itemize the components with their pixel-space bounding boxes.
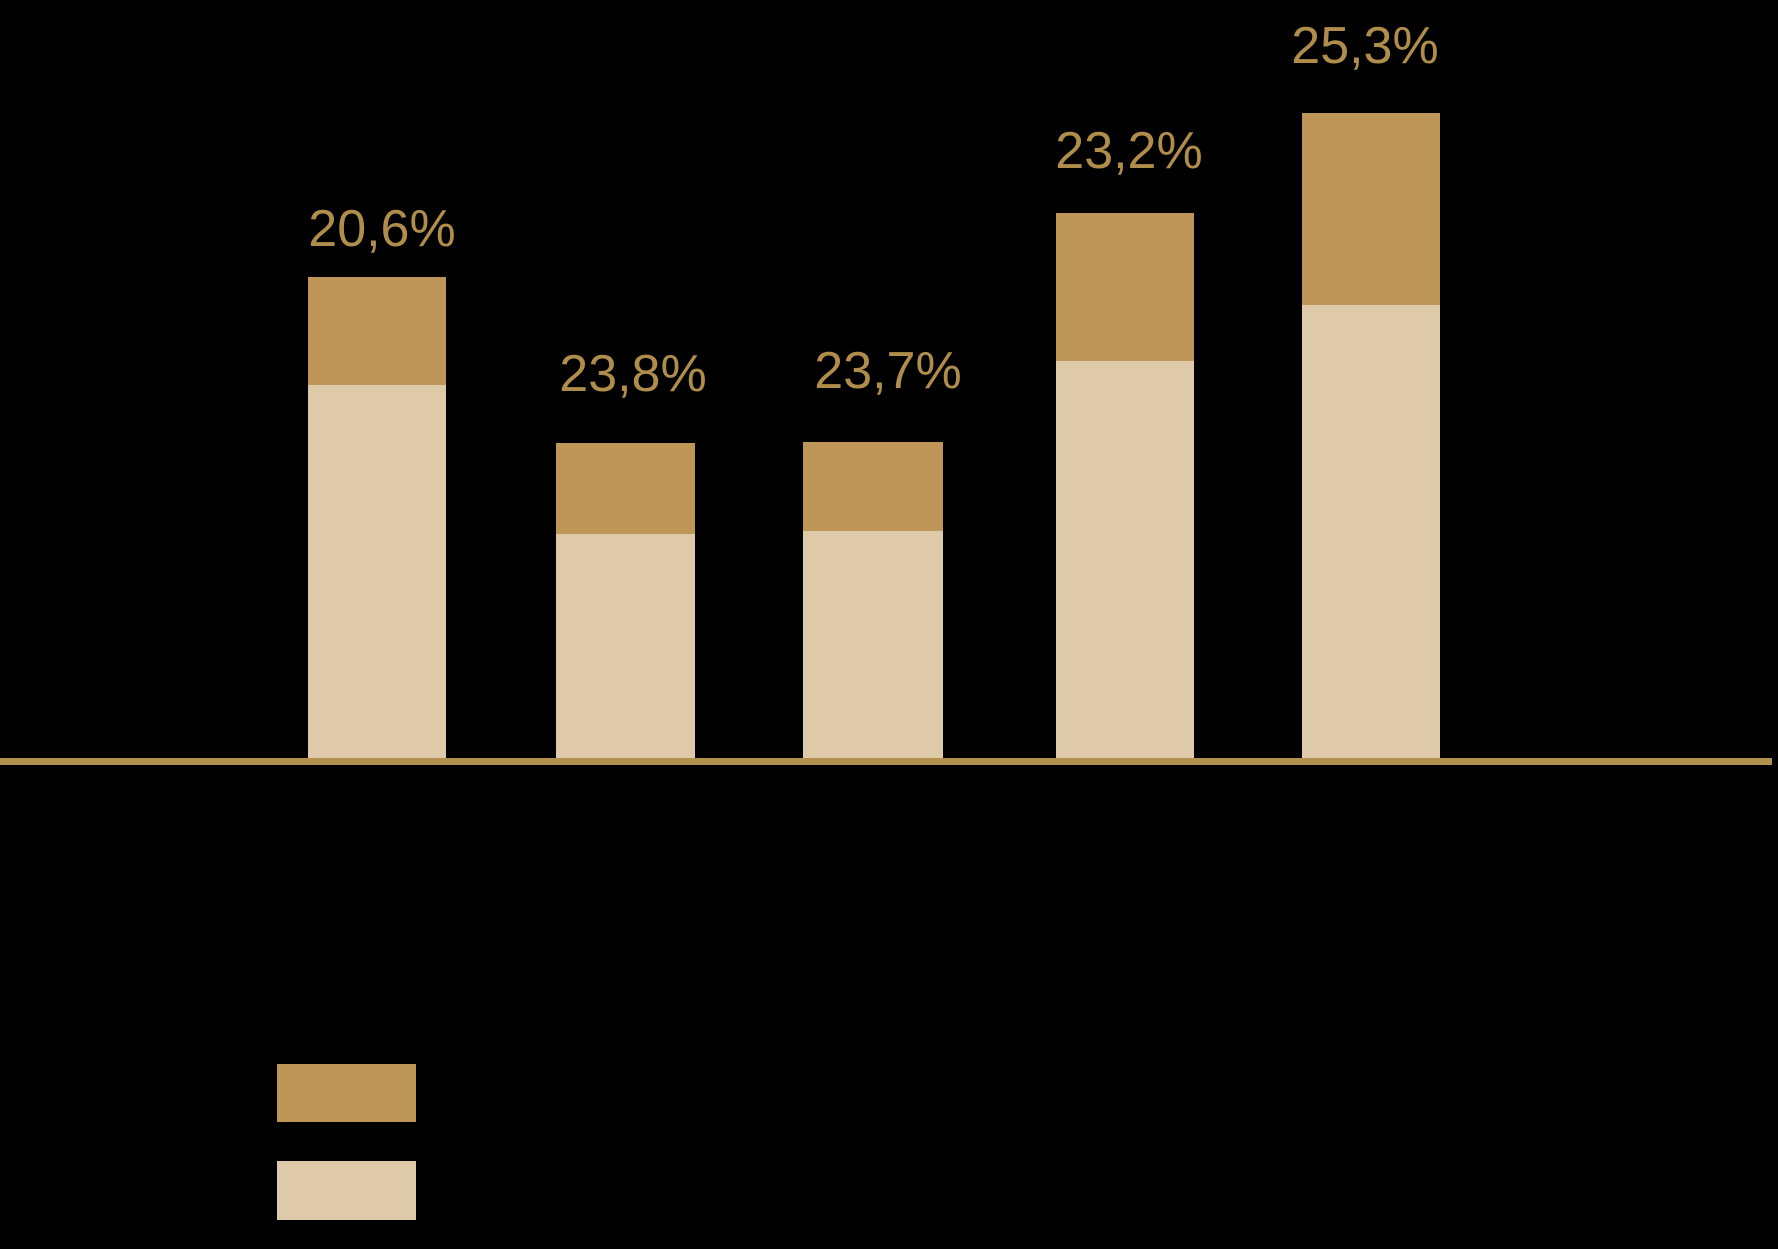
bar-bottom-segment bbox=[1056, 361, 1194, 758]
bar bbox=[308, 277, 446, 758]
bar-top-segment bbox=[803, 442, 943, 531]
bar-bottom-segment bbox=[556, 534, 695, 758]
bar-value-label: 25,3% bbox=[1291, 17, 1439, 75]
bar-bottom-segment bbox=[803, 531, 943, 758]
bar bbox=[803, 442, 943, 758]
x-axis-line bbox=[0, 758, 1772, 765]
legend-swatch-top-segment bbox=[277, 1064, 416, 1122]
bar bbox=[1302, 113, 1440, 758]
bar bbox=[556, 443, 695, 758]
bar-value-label: 20,6% bbox=[308, 200, 456, 258]
bar-value-label: 23,2% bbox=[1055, 122, 1203, 180]
bar-bottom-segment bbox=[308, 385, 446, 758]
bar-top-segment bbox=[556, 443, 695, 534]
legend-swatch-bottom-segment bbox=[277, 1161, 416, 1220]
bar-value-label: 23,8% bbox=[559, 345, 707, 403]
bar bbox=[1056, 213, 1194, 758]
bar-bottom-segment bbox=[1302, 305, 1440, 758]
bar-value-label: 23,7% bbox=[814, 342, 962, 400]
bar-top-segment bbox=[1302, 113, 1440, 305]
bar-top-segment bbox=[308, 277, 446, 385]
bar-top-segment bbox=[1056, 213, 1194, 361]
